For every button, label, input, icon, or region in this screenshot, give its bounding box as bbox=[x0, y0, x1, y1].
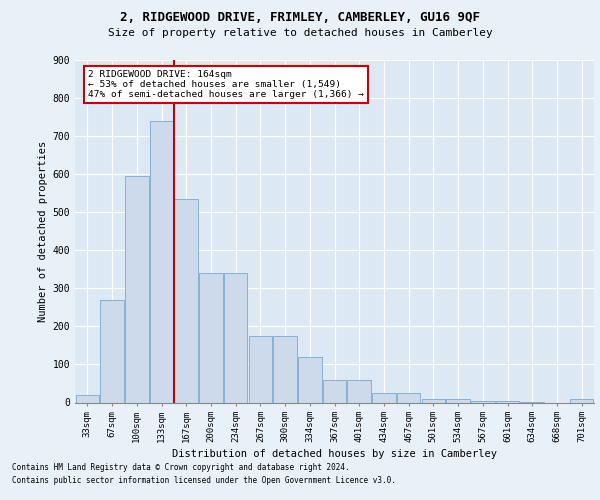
Text: Contains public sector information licensed under the Open Government Licence v3: Contains public sector information licen… bbox=[12, 476, 396, 485]
Bar bbox=[397, 393, 421, 402]
Bar bbox=[372, 393, 395, 402]
Bar bbox=[422, 398, 445, 402]
Text: 2, RIDGEWOOD DRIVE, FRIMLEY, CAMBERLEY, GU16 9QF: 2, RIDGEWOOD DRIVE, FRIMLEY, CAMBERLEY, … bbox=[120, 11, 480, 24]
Bar bbox=[125, 176, 149, 402]
Bar bbox=[150, 121, 173, 402]
Bar bbox=[100, 300, 124, 403]
Bar bbox=[496, 400, 519, 402]
Bar bbox=[199, 273, 223, 402]
Text: Size of property relative to detached houses in Camberley: Size of property relative to detached ho… bbox=[107, 28, 493, 38]
Bar bbox=[298, 357, 322, 403]
Bar bbox=[323, 380, 346, 402]
Bar bbox=[570, 398, 593, 402]
Bar bbox=[76, 395, 99, 402]
Bar bbox=[274, 336, 297, 402]
Bar bbox=[471, 400, 494, 402]
Bar bbox=[248, 336, 272, 402]
Bar bbox=[175, 199, 198, 402]
Bar bbox=[347, 380, 371, 402]
Text: Contains HM Land Registry data © Crown copyright and database right 2024.: Contains HM Land Registry data © Crown c… bbox=[12, 462, 350, 471]
X-axis label: Distribution of detached houses by size in Camberley: Distribution of detached houses by size … bbox=[172, 450, 497, 460]
Text: 2 RIDGEWOOD DRIVE: 164sqm
← 53% of detached houses are smaller (1,549)
47% of se: 2 RIDGEWOOD DRIVE: 164sqm ← 53% of detac… bbox=[88, 70, 364, 100]
Bar bbox=[446, 398, 470, 402]
Bar bbox=[224, 273, 247, 402]
Y-axis label: Number of detached properties: Number of detached properties bbox=[38, 140, 49, 322]
